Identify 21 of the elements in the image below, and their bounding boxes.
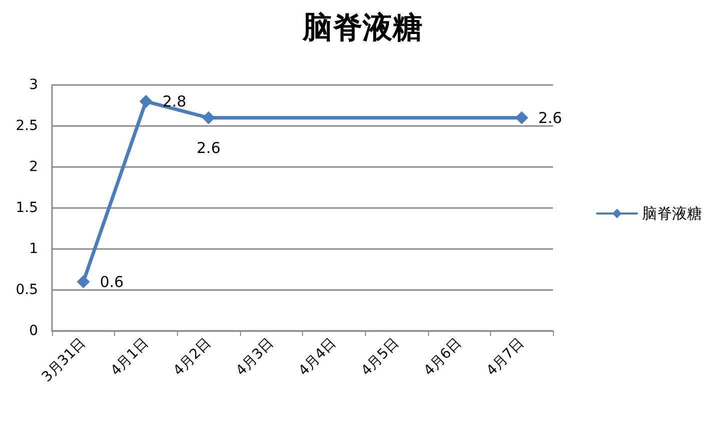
y-tick-label: 3 xyxy=(29,77,38,93)
y-tick-label: 1 xyxy=(29,241,38,257)
y-tick-label: 0 xyxy=(29,323,38,339)
data-label: 2.6 xyxy=(538,108,562,127)
x-tick-label: 3月31日 xyxy=(38,335,89,386)
x-tick-label: 4月2日 xyxy=(170,335,214,380)
x-tick-label: 4月6日 xyxy=(421,335,465,380)
y-tick-label: 1.5 xyxy=(16,200,38,216)
x-tick-label: 4月7日 xyxy=(484,335,528,380)
chart-title: 脑脊液糖 xyxy=(302,10,422,46)
x-tick-label: 4月4日 xyxy=(296,335,340,380)
legend-label: 脑脊液糖 xyxy=(642,204,702,222)
data-label: 2.8 xyxy=(162,92,186,110)
x-tick-label: 4月1日 xyxy=(108,335,152,380)
x-tick-label: 4月3日 xyxy=(233,335,277,380)
x-tick-label: 4月5日 xyxy=(358,335,402,380)
y-tick-label: 2.5 xyxy=(16,118,38,134)
data-label: 0.6 xyxy=(100,272,124,291)
y-tick-label: 2 xyxy=(29,159,38,175)
y-tick-label: 0.5 xyxy=(16,282,38,298)
data-label: 2.6 xyxy=(196,138,220,157)
